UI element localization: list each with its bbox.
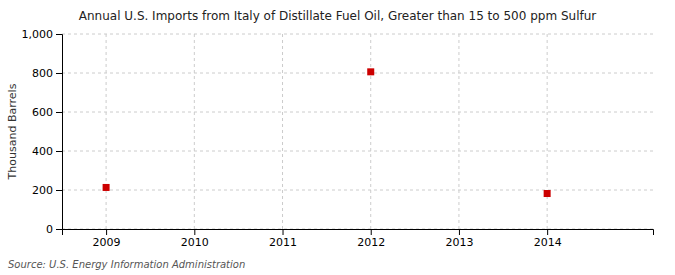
x-tick-label: 2011: [269, 236, 297, 249]
y-tick-label: 200: [32, 184, 53, 197]
x-tick: 2012: [357, 229, 385, 249]
x-axis-line: [63, 230, 654, 236]
y-tick-mark: [56, 34, 62, 35]
y-tick-label: 400: [32, 145, 53, 158]
x-tick: 2014: [534, 229, 562, 249]
points: [103, 68, 551, 197]
x-tick-label: 2014: [534, 236, 562, 249]
x-tick: 2013: [445, 229, 473, 249]
x-axis: 2009 2010 2011 2012 2013 2014: [63, 229, 654, 249]
y-tick-mark: [56, 73, 62, 74]
grid-line-x: [194, 34, 195, 229]
y-tick-mark: [56, 229, 62, 230]
grid-line-y: [62, 190, 653, 191]
y-axis-line: [56, 35, 63, 230]
y-tick-label: 1,000: [22, 28, 54, 41]
x-tick-label: 2010: [181, 236, 209, 249]
chart-svg: 2009 2010 2011 2012 2013 2014 0 200 400 600 800 1,0…: [0, 0, 675, 275]
chart-container: 2009 2010 2011 2012 2013 2014 0 200 400 600 800 1,0…: [0, 0, 675, 275]
point: [103, 184, 110, 191]
plot-area: 2009 2010 2011 2012 2013 2014 0 200 400 600 800 1,0…: [22, 28, 654, 249]
grid-line-x: [370, 34, 371, 229]
y-tick-label: 600: [32, 106, 53, 119]
x-tick: 2009: [93, 229, 121, 249]
y-axis: 0 200 400 600 800 1,000: [22, 28, 63, 236]
grid: [62, 34, 653, 229]
x-tick-mark: [106, 229, 107, 235]
y-tick-mark: [56, 112, 62, 113]
y-tick: 400: [32, 145, 62, 158]
y-tick: 200: [32, 184, 62, 197]
x-tick-mark: [459, 229, 460, 235]
y-tick-label: 800: [32, 67, 53, 80]
y-tick: 0: [46, 223, 62, 236]
x-tick: 2011: [269, 229, 297, 249]
y-tick: 800: [32, 67, 62, 80]
grid-line-y: [62, 151, 653, 152]
y-tick: 1,000: [22, 28, 63, 41]
source-note: Source: U.S. Energy Information Administ…: [8, 259, 245, 270]
y-tick: 600: [32, 106, 62, 119]
grid-line-x: [547, 34, 548, 229]
x-tick: 2010: [181, 229, 209, 249]
x-tick-mark: [547, 229, 548, 235]
point: [544, 190, 551, 197]
y-axis-label: Thousand Barrels: [6, 83, 19, 180]
point: [367, 68, 374, 75]
title: Annual U.S. Imports from Italy of Distil…: [79, 9, 597, 23]
x-tick-label: 2012: [357, 236, 385, 249]
x-tick-mark: [371, 229, 372, 235]
x-tick-mark: [283, 229, 284, 235]
grid-line-y: [62, 34, 653, 35]
x-tick-label: 2009: [93, 236, 121, 249]
y-tick-label: 0: [46, 223, 53, 236]
grid-line-x: [282, 34, 283, 229]
y-tick-mark: [56, 190, 62, 191]
grid-line-x: [458, 34, 459, 229]
grid-line-y: [62, 73, 653, 74]
x-tick-label: 2013: [445, 236, 473, 249]
grid-line-x: [106, 34, 107, 229]
y-tick-mark: [56, 151, 62, 152]
x-tick-mark: [194, 229, 195, 235]
grid-line-y: [62, 112, 653, 113]
